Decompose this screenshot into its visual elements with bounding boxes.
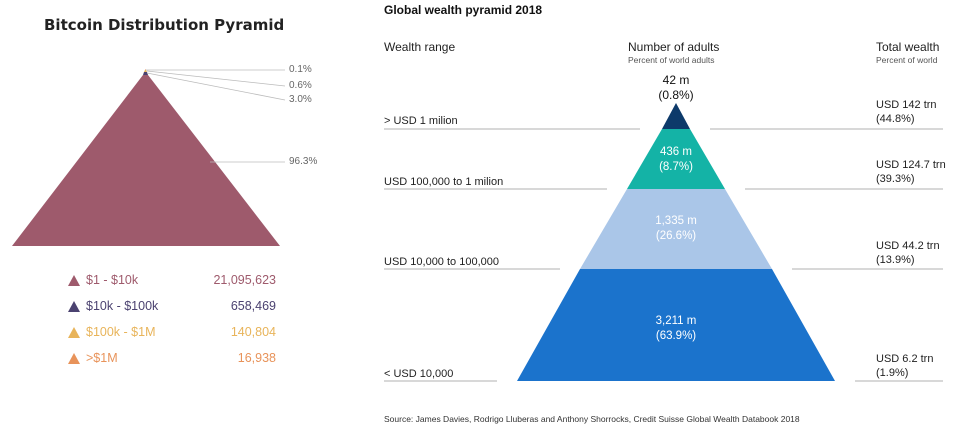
total-wealth-amount: USD 44.2 trn (876, 240, 940, 252)
top-band-percent: (0.8%) (658, 88, 694, 102)
top-band-count: 42 m (662, 73, 690, 87)
source-note: Source: James Davies, Rodrigo Lluberas a… (384, 414, 800, 424)
total-wealth-header: Total wealth (876, 40, 940, 54)
legend-value: 658,469 (230, 299, 276, 313)
total-wealth-amount: USD 6.2 trn (876, 353, 934, 365)
btc-band-100k-1m (144, 70, 147, 72)
btc-percent-label: 3.0% (289, 94, 312, 105)
legend-label: >$1M (86, 351, 118, 365)
wealth-range-label: < USD 10,000 (384, 368, 454, 380)
gw-band-third (580, 189, 772, 269)
legend-item: $10k - $100k 658,469 (68, 297, 276, 315)
total-wealth-value: USD 44.2 trn (13.9%) (876, 239, 940, 267)
legend-value: 21,095,623 (213, 273, 276, 287)
btc-leader-line-2 (146, 72, 286, 101)
legend-label: $10k - $100k (86, 299, 159, 313)
legend-item: $100k - $1M 140,804 (68, 323, 276, 341)
triangle-marker-icon (68, 274, 80, 286)
legend-item: $1 - $10k 21,095,623 (68, 271, 276, 289)
band-count: 3,211 m (655, 315, 697, 327)
band-label-bottom: 3,211 m (63.9%) (626, 314, 726, 344)
btc-percent-label: 0.6% (289, 80, 312, 91)
gw-band-second (627, 129, 725, 189)
wealth-range-label: USD 10,000 to 100,000 (384, 256, 499, 268)
btc-percent-label: 96.3% (289, 156, 318, 167)
legend-value: 140,804 (230, 325, 276, 339)
wealth-range-label: USD 100,000 to 1 milion (384, 176, 504, 188)
wealth-range-label: > USD 1 milion (384, 115, 458, 127)
total-wealth-value: USD 142 trn (44.8%) (876, 98, 937, 126)
total-wealth-percent: (39.3%) (876, 173, 915, 185)
bitcoin-chart-title: Bitcoin Distribution Pyramid (44, 16, 285, 34)
btc-leader-line-1 (146, 70, 286, 87)
total-wealth-value: USD 124.7 trn (39.3%) (876, 158, 946, 186)
number-of-adults-header: Number of adults (628, 40, 720, 54)
legend-label: $100k - $1M (86, 325, 156, 339)
btc-band-10k-100k (143, 72, 148, 75)
total-wealth-subheader: Percent of world (876, 55, 938, 65)
total-wealth-percent: (44.8%) (876, 113, 915, 125)
band-percent: (63.9%) (655, 330, 697, 342)
triangle-marker-icon (68, 300, 80, 312)
triangle-marker-icon (68, 326, 80, 338)
band-percent: (8.7%) (659, 161, 693, 173)
btc-percent-label: 0.1% (289, 64, 312, 75)
total-wealth-value: USD 6.2 trn (1.9%) (876, 352, 933, 380)
band-count: 1,335 m (655, 215, 697, 227)
triangle-marker-icon (68, 352, 80, 364)
global-chart-title: Global wealth pyramid 2018 (384, 3, 543, 17)
total-wealth-percent: (13.9%) (876, 254, 915, 266)
legend-value: 16,938 (237, 351, 276, 365)
adults-subheader: Percent of world adults (628, 55, 715, 65)
gw-band-bottom (517, 269, 835, 381)
band-percent: (26.6%) (655, 230, 697, 242)
band-label-second: 436 m (8.7%) (626, 145, 726, 175)
legend-item: >$1M 16,938 (68, 349, 276, 367)
total-wealth-amount: USD 124.7 trn (876, 159, 946, 171)
band-label-third: 1,335 m (26.6%) (626, 214, 726, 244)
bitcoin-pyramid (12, 69, 286, 246)
band-count: 436 m (660, 146, 692, 158)
btc-band-1-10k (12, 75, 280, 246)
total-wealth-percent: (1.9%) (876, 367, 909, 379)
btc-band-over-1m (145, 69, 146, 70)
total-wealth-amount: USD 142 trn (876, 99, 937, 111)
wealth-range-header: Wealth range (384, 40, 456, 54)
top-band-label: 42 m (0.8%) (626, 73, 726, 103)
gw-band-top (662, 103, 690, 129)
legend-label: $1 - $10k (86, 273, 139, 287)
